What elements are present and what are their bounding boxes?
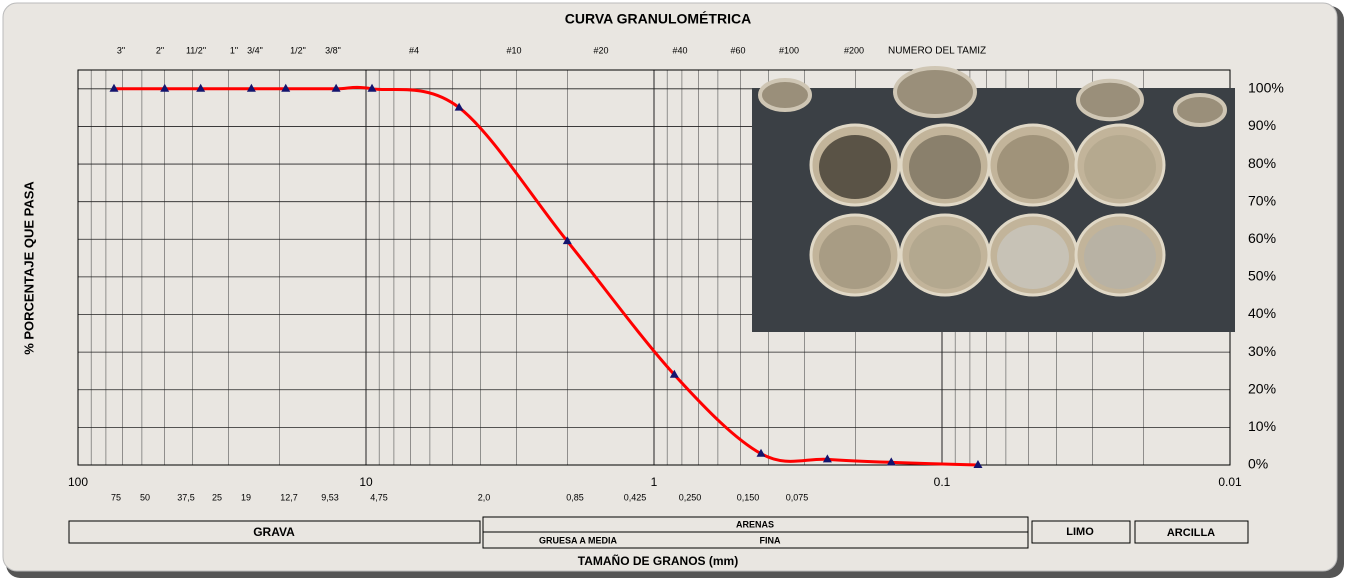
size-label: 0,075 bbox=[786, 492, 809, 502]
y-tick-label: 10% bbox=[1248, 418, 1276, 434]
y-tick-label: 50% bbox=[1248, 268, 1276, 284]
size-label: 4,75 bbox=[370, 492, 388, 502]
sieve-label: #4 bbox=[409, 45, 419, 55]
class-label: LIMO bbox=[1066, 526, 1094, 538]
soil-classification bbox=[68, 516, 1249, 549]
y-tick-label: 20% bbox=[1248, 380, 1276, 396]
photo-part bbox=[997, 225, 1069, 289]
photo-part bbox=[819, 135, 891, 199]
size-label: 2,0 bbox=[478, 492, 491, 502]
photo-part bbox=[1084, 225, 1156, 289]
data-point bbox=[756, 448, 766, 457]
sieve-label: #10 bbox=[506, 45, 521, 55]
photo bbox=[752, 66, 1235, 332]
data-point bbox=[246, 83, 256, 92]
y-tick-label: 40% bbox=[1248, 305, 1276, 321]
data-point bbox=[454, 102, 464, 111]
photo-part bbox=[893, 66, 977, 118]
sieve-label: 1" bbox=[230, 45, 238, 55]
size-label: 75 bbox=[111, 492, 121, 502]
x-tick-label: 100 bbox=[68, 475, 88, 489]
subclass-label: GRUESA A MEDIA bbox=[539, 535, 618, 545]
sieve-label: 3" bbox=[117, 45, 125, 55]
photo-part bbox=[819, 225, 891, 289]
size-label: 50 bbox=[140, 492, 150, 502]
x-tick-label: 10 bbox=[359, 475, 373, 489]
size-label: 9,53 bbox=[321, 492, 339, 502]
y-tick-label: 80% bbox=[1248, 155, 1276, 171]
sieve-label: 1/2" bbox=[290, 45, 306, 55]
y-tick-label: 90% bbox=[1248, 117, 1276, 133]
data-point bbox=[160, 83, 170, 92]
class-label: ARENAS bbox=[736, 519, 774, 529]
data-point bbox=[822, 454, 832, 463]
size-label: 0,85 bbox=[566, 492, 584, 502]
sieve-label: 3/4" bbox=[247, 45, 263, 55]
chart-title: CURVA GRANULOMÉTRICA bbox=[565, 11, 751, 27]
data-point bbox=[196, 83, 206, 92]
sieve-label: #60 bbox=[730, 45, 745, 55]
sieve-label: #40 bbox=[672, 45, 687, 55]
class-box bbox=[68, 520, 481, 544]
photo-part bbox=[758, 78, 812, 112]
curve bbox=[113, 85, 979, 467]
photo-part bbox=[1076, 78, 1144, 122]
size-label: 0,425 bbox=[624, 492, 647, 502]
data-point bbox=[886, 457, 896, 466]
y-tick-label: 30% bbox=[1248, 343, 1276, 359]
photo-part bbox=[909, 135, 981, 199]
subclass-label: FINA bbox=[760, 535, 781, 545]
size-label: 25 bbox=[212, 492, 222, 502]
photo-part bbox=[1084, 135, 1156, 199]
data-point bbox=[562, 236, 572, 245]
size-label: 37,5 bbox=[177, 492, 195, 502]
data-point bbox=[109, 83, 119, 92]
size-label: 0,250 bbox=[679, 492, 702, 502]
y-tick-label: 0% bbox=[1248, 456, 1268, 472]
data-point bbox=[973, 460, 983, 468]
class-label: ARCILLA bbox=[1167, 527, 1215, 539]
size-label: 19 bbox=[241, 492, 251, 502]
size-label: 12,7 bbox=[280, 492, 298, 502]
data-point bbox=[331, 83, 341, 92]
sieve-label: 2" bbox=[156, 45, 164, 55]
x-tick-label: 1 bbox=[651, 475, 658, 489]
photo-part bbox=[752, 88, 1235, 332]
sieve-label: 3/8" bbox=[325, 45, 341, 55]
y-tick-label: 70% bbox=[1248, 192, 1276, 208]
sieve-label: #200 bbox=[844, 45, 864, 55]
x-tick-label: 0.1 bbox=[934, 475, 951, 489]
x-tick-label: 0.01 bbox=[1218, 475, 1242, 489]
class-box bbox=[1031, 520, 1131, 544]
y-tick-label: 100% bbox=[1248, 80, 1284, 96]
y-axis-label: % PORCENTAJE QUE PASA bbox=[21, 181, 36, 355]
sieve-label: #20 bbox=[593, 45, 608, 55]
sieve-label: #100 bbox=[779, 45, 799, 55]
sieve-header: NUMERO DEL TAMIZ bbox=[888, 46, 986, 57]
y-tick-label: 60% bbox=[1248, 230, 1276, 246]
class-box bbox=[1134, 520, 1249, 544]
photo-part bbox=[909, 225, 981, 289]
data-point bbox=[281, 83, 291, 92]
size-label: 0,150 bbox=[737, 492, 760, 502]
data-point bbox=[669, 369, 679, 378]
photo-part bbox=[997, 135, 1069, 199]
sieve-label: 11/2" bbox=[186, 45, 206, 55]
x-axis-label: TAMAÑO DE GRANOS (mm) bbox=[578, 553, 738, 568]
data-point bbox=[367, 83, 377, 92]
photo-part bbox=[1173, 93, 1227, 127]
class-label: GRAVA bbox=[253, 525, 295, 539]
